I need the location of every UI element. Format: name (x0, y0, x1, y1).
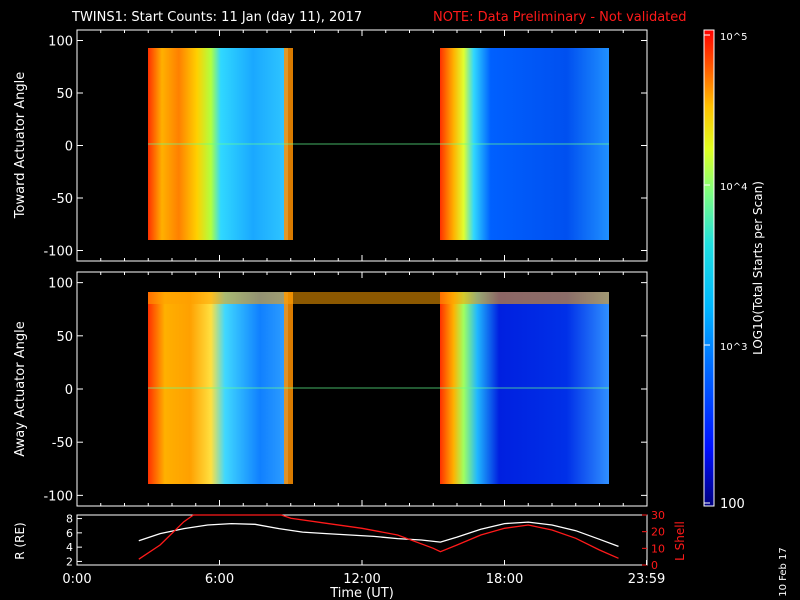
away-top-band (148, 292, 609, 304)
toward-y-tick-label: -50 (52, 192, 73, 207)
plot-title: TWINS1: Start Counts: 11 Jan (day 11), 2… (71, 10, 362, 25)
orbit-right-tick-label: 0 (651, 559, 658, 572)
orbit-left-tick-label: 6 (66, 527, 73, 540)
away-y-tick-label: 100 (48, 277, 73, 292)
toward-heatmap (148, 48, 609, 240)
colorbar-tick-label: 10^4 (720, 182, 747, 193)
toward-block-1-tail (284, 48, 293, 240)
toward-zero-band (148, 143, 609, 145)
toward-y-label: Toward Actuator Angle (13, 72, 28, 219)
lshell-series-line (138, 514, 619, 560)
orbit-left-tick-label: 4 (66, 541, 73, 554)
toward-block-2 (440, 48, 609, 240)
radius-series-line (138, 521, 619, 548)
orbit-panel-frame (76, 514, 648, 566)
away-y-axis: 100 50 0 -50 -100 (43, 277, 647, 504)
toward-y-tick-label: -100 (43, 245, 73, 260)
orbit-right-tick-label: 10 (651, 542, 665, 555)
colorbar-tick-label: 10^3 (720, 342, 747, 353)
away-block-1 (148, 292, 288, 484)
x-tick-label: 18:00 (486, 572, 523, 587)
orbit-right-label: L Shell (673, 521, 687, 561)
away-y-tick-label: -100 (43, 489, 73, 504)
orbit-lines (138, 514, 619, 560)
x-tick-label: 12:00 (343, 572, 380, 587)
orbit-left-tick-label: 2 (66, 555, 73, 568)
away-y-tick-label: 50 (56, 330, 73, 345)
x-axis-label: Time (UT) (329, 586, 394, 600)
orbit-right-tick-label: 30 (651, 509, 665, 522)
away-block-1-tail (284, 292, 293, 484)
toward-y-tick-label: 50 (56, 87, 73, 102)
colorbar-label: LOG10(Total Starts per Scan) (751, 181, 765, 355)
toward-block-1 (148, 48, 288, 240)
orbit-left-label-text: R (RE) (13, 522, 27, 559)
preliminary-note: NOTE: Data Preliminary - Not validated (433, 10, 687, 25)
orbit-left-tick-label: 8 (66, 513, 73, 526)
orbit-right-tick-label: 20 (651, 526, 665, 539)
date-stamp: 10 Feb 17 (778, 547, 789, 597)
colorbar (703, 29, 715, 507)
away-block-2 (440, 292, 609, 484)
away-heatmap (148, 292, 609, 484)
away-y-tick-label: 0 (65, 383, 73, 398)
toward-y-tick-label: 100 (48, 35, 73, 50)
colorbar-ticks: 10^5 10^4 10^3 100 (704, 32, 747, 512)
away-zero-band (148, 387, 609, 389)
orbit-left-label: R (RE) (13, 522, 27, 559)
away-y-tick-label: -50 (52, 436, 73, 451)
x-tick-label: 6:00 (205, 572, 234, 587)
toward-y-axis: 100 50 0 -50 -100 (43, 35, 647, 260)
colorbar-tick-label: 10^5 (720, 32, 747, 43)
away-y-label: Away Actuator Angle (13, 321, 28, 456)
x-tick-label: 0:00 (62, 572, 91, 587)
colorbar-tick-label: 100 (720, 497, 745, 512)
x-tick-label: 23:59 (628, 572, 665, 587)
toward-y-tick-label: 0 (65, 140, 73, 155)
